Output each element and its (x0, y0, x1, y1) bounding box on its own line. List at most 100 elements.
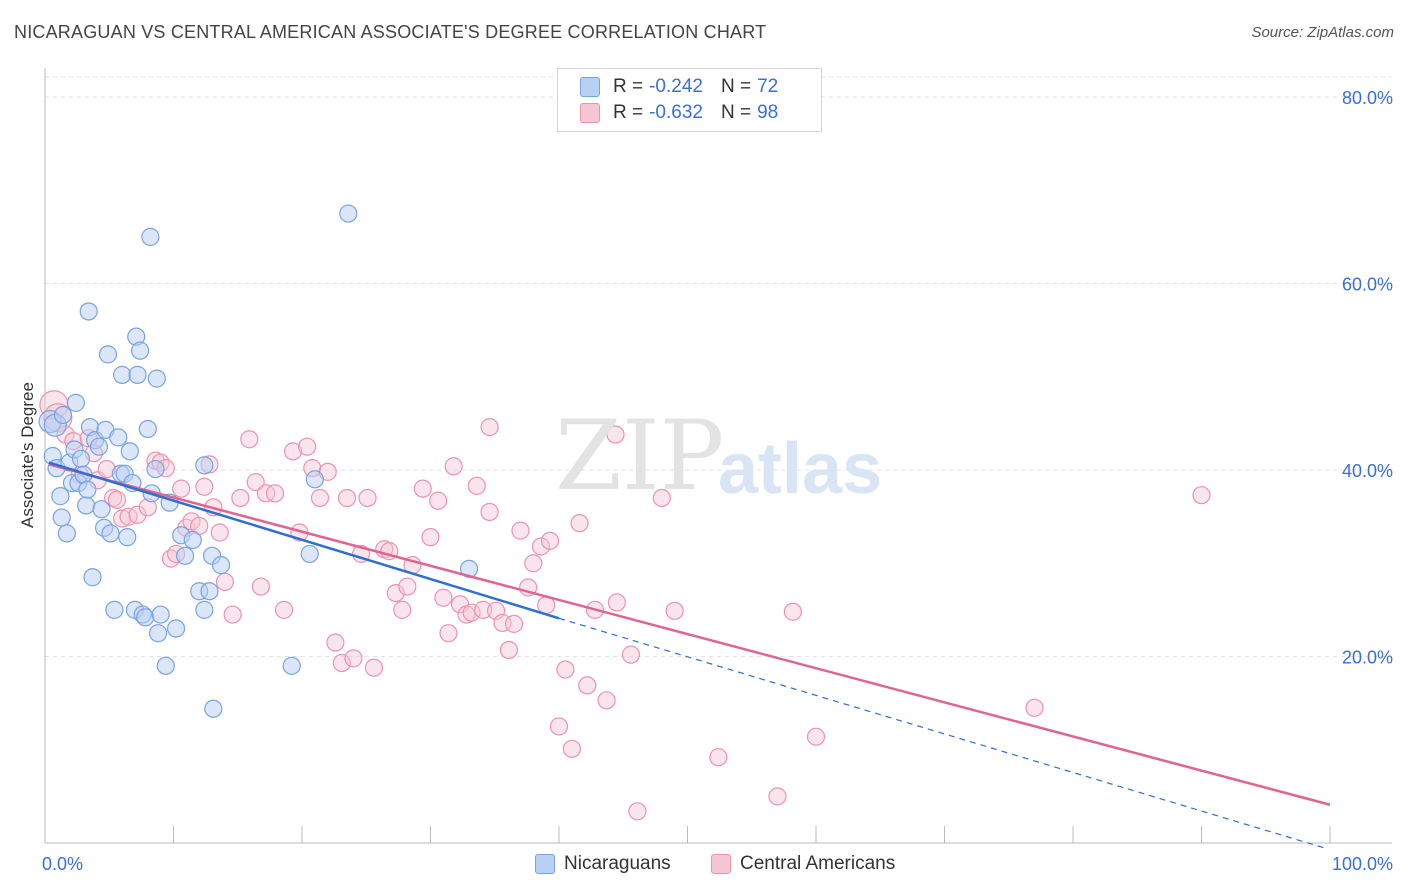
legend-row-central: R = -0.632 N = 98 (580, 101, 796, 125)
chart-title: NICARAGUAN VS CENTRAL AMERICAN ASSOCIATE… (14, 22, 767, 42)
central-american-point (298, 437, 317, 456)
bottom-legend-swatch-central (711, 854, 731, 874)
nicaraguan-point (148, 624, 168, 643)
y-axis-label: Associate's Degree (18, 382, 37, 528)
nicaraguan-point (130, 341, 150, 360)
central-american-point (467, 476, 486, 495)
central-american-point (364, 658, 384, 677)
central-american-point (231, 488, 250, 508)
nicaraguan-point (112, 365, 132, 384)
bottom-legend-central: Central Americans (711, 852, 895, 876)
central-american-point (429, 491, 448, 510)
nicaraguan-trend-extension (558, 617, 1324, 849)
nicaraguan-point (146, 459, 165, 479)
central-american-point (223, 605, 242, 624)
central-american-point (240, 430, 259, 449)
central-american-point (562, 739, 581, 758)
nicaraguan-point (136, 608, 155, 627)
central-american-point (480, 418, 499, 437)
central-american-point (597, 691, 616, 710)
nicaraguan-point (57, 524, 76, 543)
central-american-point (386, 583, 405, 603)
central-american-point (462, 603, 481, 622)
central-american-point (480, 502, 499, 522)
nicaraguan-point (166, 619, 186, 638)
bottom-legend-label-central: Central Americans (740, 853, 896, 874)
nicaraguan-point (52, 508, 71, 527)
nicaraguan-point (105, 600, 124, 619)
nicaraguan-point (175, 546, 195, 565)
central-american-point (578, 676, 597, 695)
central-american-point (540, 531, 560, 550)
legend-n-label: N = (720, 102, 752, 123)
y-tick-label: 40.0% (1342, 461, 1393, 481)
nicaraguan-point (78, 480, 97, 499)
nicaraguan-point (79, 302, 98, 321)
central-american-point (556, 660, 575, 679)
central-american-point (107, 490, 127, 509)
nicaraguan-points (38, 204, 479, 718)
central-american-point (444, 457, 463, 476)
watermark-zip: ZIP (555, 400, 725, 512)
central-american-point (768, 787, 787, 806)
central-american-point (344, 649, 363, 668)
nicaraguan-point (98, 345, 118, 364)
nicaraguan-point (204, 699, 223, 718)
central-american-point (421, 528, 440, 547)
central-american-point (806, 727, 826, 746)
legend-row-nicaraguan: R = -0.242 N = 72 (580, 75, 796, 99)
nicaraguan-point (109, 428, 128, 447)
nicaraguan-point (183, 530, 202, 550)
legend-swatch-nicaraguan (580, 77, 600, 97)
nicaraguan-point (118, 528, 137, 547)
central-american-point (265, 484, 285, 503)
legend-r-label: R = (613, 102, 644, 123)
nicaraguan-point (83, 568, 102, 587)
central-american-point (439, 624, 458, 643)
stats-legend: R = -0.242 N = 72 R = -0.632 N = 98 (557, 68, 822, 132)
trend-lines (48, 461, 1331, 849)
central-american-point (570, 514, 589, 533)
central-american-point (665, 601, 684, 620)
nicaraguan-point (200, 582, 219, 601)
nicaraguan-point (89, 437, 109, 456)
y-tick-label: 60.0% (1342, 275, 1393, 295)
nicaraguan-point (51, 487, 70, 506)
nicaraguan-point (211, 556, 231, 575)
nicaraguan-point (195, 600, 214, 619)
nicaraguan-point (71, 449, 91, 468)
central-american-point (251, 577, 270, 596)
central-american-point (499, 640, 518, 660)
central-american-points (39, 390, 1211, 821)
nicaraguan-point (101, 524, 120, 543)
source-label: Source: ZipAtlas.com (1251, 24, 1394, 41)
central-american-point (783, 602, 802, 621)
central-american-point (1025, 698, 1044, 717)
bottom-legend-nicaraguans: Nicaraguans (535, 852, 671, 876)
central-american-point (210, 523, 229, 542)
legend-n-value-central: 98 (757, 102, 779, 123)
nicaraguan-point (305, 470, 324, 489)
central-american-point (283, 442, 303, 461)
legend-r-value-central: -0.632 (649, 102, 703, 123)
nicaraguan-point (138, 419, 157, 439)
central-american-point (524, 554, 543, 573)
central-american-point (628, 802, 647, 821)
watermark-atlas: atlas (718, 429, 883, 509)
central-american-point (607, 593, 626, 612)
central-american-point (393, 600, 412, 619)
central-american-point (112, 509, 132, 528)
legend-r-value-nicaraguan: -0.242 (649, 76, 703, 97)
nicaraguan-point (339, 204, 358, 223)
nicaraguan-point (120, 442, 139, 461)
nicaraguan-point (92, 500, 111, 519)
y-tick-label: 20.0% (1342, 648, 1393, 668)
central-american-point (474, 600, 493, 619)
central-american-point (511, 521, 530, 540)
nicaraguan-point (195, 456, 214, 475)
legend-swatch-central (580, 103, 600, 123)
central-american-point (172, 479, 191, 498)
central-american-point (246, 473, 265, 492)
nicaraguan-point (77, 496, 96, 515)
